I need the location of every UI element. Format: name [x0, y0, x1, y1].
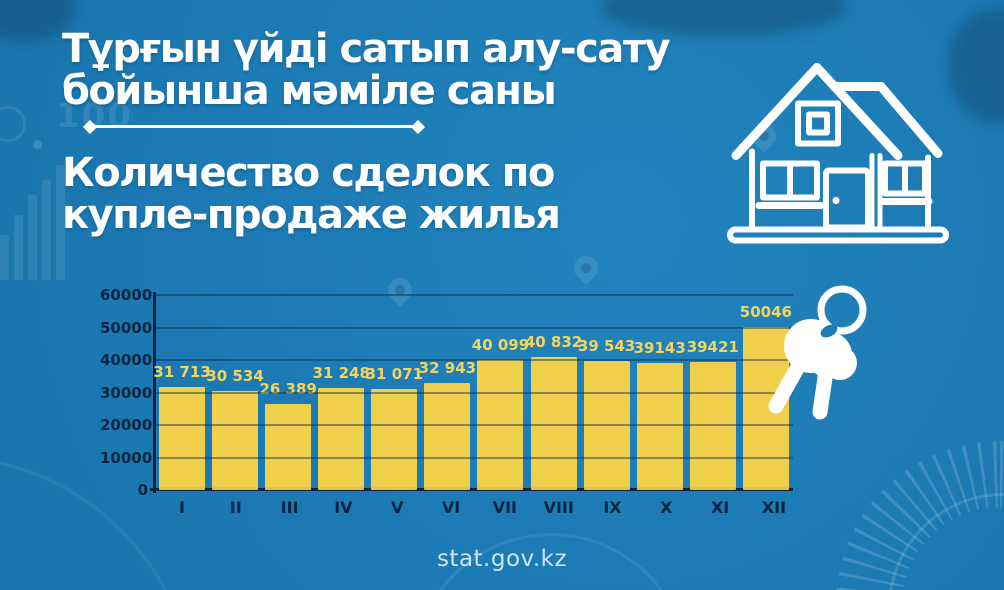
x-tick-label: XI	[710, 498, 730, 517]
page-title-kazakh: Тұрғын үйді сатып алу-сату бойынша мәміл…	[62, 26, 671, 114]
bar-slot: 30 534	[206, 295, 264, 490]
dot-decoration	[33, 140, 42, 149]
title-ru-line2: купле-продаже жилья	[62, 192, 561, 238]
x-tick-label: X	[660, 498, 673, 517]
keys-icon	[768, 285, 867, 420]
bar-slot: 39143	[633, 295, 686, 490]
x-tick-label: IV	[334, 498, 353, 517]
bar-value-label: 40 832	[524, 333, 583, 351]
title-kk-line2: бойынша мәміле саны	[62, 68, 557, 114]
page-title-russian: Количество сделок по купле-продаже жилья	[62, 150, 561, 238]
title-kk-line1: Тұрғын үйді сатып алу-сату	[62, 26, 671, 72]
bar	[424, 383, 471, 490]
bar-value-label: 39 543	[577, 337, 636, 355]
gridline	[155, 456, 793, 459]
bar-slot: 39 543	[578, 295, 635, 490]
gridline	[155, 391, 793, 394]
bar-value-label: 40 099	[471, 336, 530, 354]
gridline	[155, 294, 793, 296]
bar-slot: 31 071	[366, 295, 423, 490]
circle-outline-decoration	[0, 106, 26, 142]
title-ru-line1: Количество сделок по	[62, 150, 555, 196]
bar-chart-watermark	[0, 165, 65, 280]
x-axis-labels: I II III IV V VI VII VIII IX X XI XII	[155, 498, 801, 517]
bar	[265, 404, 312, 490]
gridline	[155, 326, 793, 329]
x-axis-line	[150, 488, 793, 491]
y-axis-line	[153, 292, 156, 493]
house-outline-icon	[727, 63, 949, 244]
bars-container: 31 713 30 534 26 389 31 248 31 071 32 943 40 0…	[153, 295, 793, 490]
x-tick-label: II	[229, 498, 242, 517]
gridline	[155, 424, 793, 426]
title-divider	[82, 119, 426, 134]
x-tick-label: VII	[492, 498, 518, 517]
bar-value-label: 39143	[633, 339, 686, 357]
bar-slot: 40 099	[472, 295, 529, 490]
y-tick-label: 20000	[100, 416, 153, 434]
bar-value-label: 32 943	[418, 359, 477, 377]
bar	[159, 387, 205, 490]
bar-value-label: 30 534	[206, 367, 264, 385]
x-tick-label: V	[391, 498, 404, 517]
bar	[318, 388, 365, 490]
map-pin-icon	[569, 251, 603, 285]
x-tick-label: III	[280, 498, 299, 517]
bar	[689, 362, 736, 490]
gridline	[155, 359, 793, 361]
bar-slot: 31 248	[313, 295, 370, 490]
bar-value-label: 26 389	[259, 380, 317, 398]
bar	[583, 361, 630, 490]
bar-value-label: 31 713	[153, 363, 211, 381]
bar	[371, 389, 418, 490]
y-tick-label: 60000	[100, 286, 153, 304]
y-tick-label: 10000	[100, 448, 153, 467]
x-tick-label: XII	[761, 498, 787, 517]
bar-slot: 39421	[686, 295, 739, 490]
bar-slot: 32 943	[419, 295, 476, 490]
bar	[477, 360, 524, 490]
x-tick-label: VI	[441, 498, 461, 517]
bar-value-label: 50046	[739, 303, 792, 321]
bar	[212, 391, 259, 490]
bar-chart: 31 713 30 534 26 389 31 248 31 071 32 943 40 0…	[100, 286, 801, 535]
bar-slot: 40 832	[525, 295, 582, 490]
bar	[636, 363, 683, 490]
bar	[530, 357, 577, 490]
y-tick-label: 30000	[100, 383, 153, 402]
plot-area: 31 713 30 534 26 389 31 248 31 071 32 943 40 0…	[153, 294, 793, 490]
bar-slot: 31 713	[153, 295, 211, 490]
bar-value-label: 39421	[686, 338, 739, 356]
bar-value-label: 31 071	[365, 365, 424, 383]
y-tick-label: 40000	[100, 351, 153, 369]
footer-site: stat.gov.kz	[436, 546, 568, 572]
dark-blob-decoration	[948, 8, 1004, 123]
bar-slot: 26 389	[259, 295, 317, 490]
y-tick-label: 0	[137, 481, 148, 499]
x-tick-label: I	[179, 498, 185, 517]
x-tick-label: IX	[603, 498, 622, 517]
x-tick-label: VIII	[543, 498, 574, 517]
y-tick-label: 50000	[100, 318, 153, 337]
bar-value-label: 31 248	[312, 364, 370, 382]
